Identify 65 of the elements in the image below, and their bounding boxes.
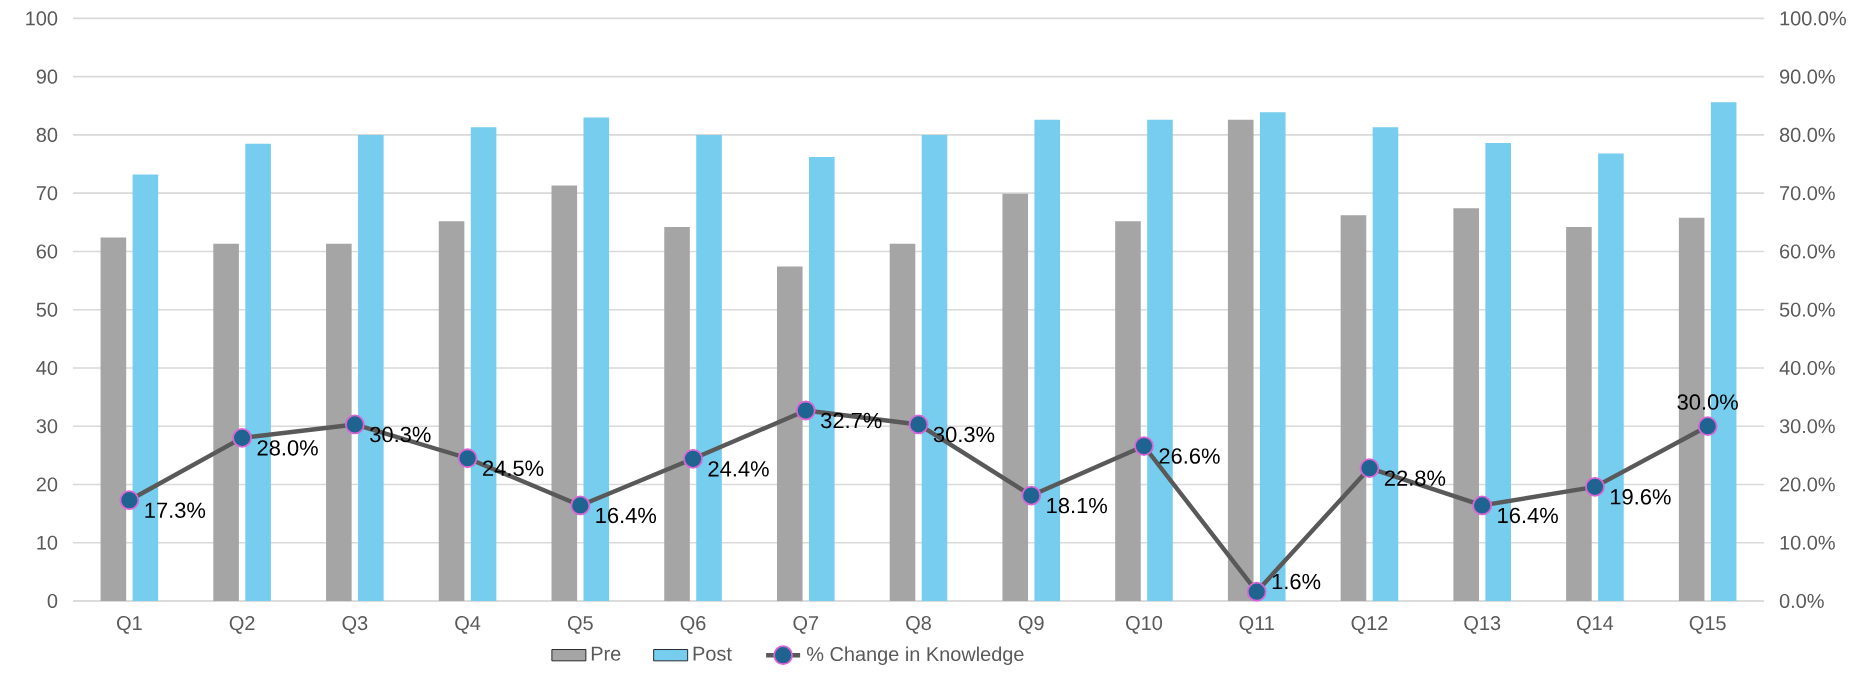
x-tick-label: Q5 xyxy=(567,616,593,634)
data-label: 28.0% xyxy=(257,440,318,456)
x-tick-label: Q6 xyxy=(680,616,706,634)
y-tick-label: 90 xyxy=(36,69,58,84)
x-tick-label: Q2 xyxy=(229,616,255,634)
y2-tick-label: 60.0% xyxy=(1780,244,1835,259)
bar xyxy=(1115,221,1141,601)
y2-tick-label: 10.0% xyxy=(1780,535,1835,550)
x-tick-label: Q14 xyxy=(1577,616,1614,634)
bar xyxy=(213,243,239,601)
y2-tick-label: 0.0% xyxy=(1779,593,1824,609)
y-tick-label: 10 xyxy=(37,535,58,550)
bar xyxy=(326,243,352,601)
bar xyxy=(1340,215,1367,601)
x-tick-label: Q3 xyxy=(342,616,368,634)
data-label: 16.4% xyxy=(1498,507,1558,524)
bar xyxy=(1002,193,1029,601)
bar xyxy=(438,221,465,601)
y-tick-label: 70 xyxy=(36,186,58,201)
x-tick-label: Q7 xyxy=(793,616,819,634)
x-tick-label: Q1 xyxy=(117,616,142,634)
y-tick-label: 50 xyxy=(36,302,58,317)
y2-tick-label: 100.0% xyxy=(1780,11,1846,26)
x-tick-label: Q12 xyxy=(1351,616,1388,634)
bar xyxy=(551,185,578,601)
y-tick-label: 100 xyxy=(26,11,58,26)
y2-tick-label: 70.0% xyxy=(1780,186,1835,201)
x-tick-label: Q4 xyxy=(455,616,481,634)
legend-label: Post xyxy=(693,646,732,661)
data-label: 32.7% xyxy=(821,412,882,429)
bar xyxy=(1227,119,1254,601)
bar xyxy=(1453,208,1479,601)
y2-tick-label: 80.0% xyxy=(1779,127,1835,142)
bar xyxy=(100,237,127,601)
y-tick-label: 40 xyxy=(36,360,58,375)
y-tick-label: 60 xyxy=(36,244,58,259)
y2-tick-label: 30.0% xyxy=(1779,419,1835,434)
x-tick-label: Q10 xyxy=(1126,616,1163,634)
bar xyxy=(889,243,916,601)
bar xyxy=(664,226,690,601)
data-label: 1.6% xyxy=(1272,573,1321,590)
x-tick-label: Q8 xyxy=(906,616,931,634)
data-label: 17.3% xyxy=(145,502,206,518)
bar xyxy=(776,266,803,601)
data-label: 24.4% xyxy=(708,461,769,477)
y-tick-label: 80 xyxy=(36,127,58,142)
legend-label: Pre xyxy=(591,646,621,661)
x-tick-label: Q15 xyxy=(1689,616,1726,634)
y-tick-label: 30 xyxy=(36,419,58,434)
data-label: 19.6% xyxy=(1610,489,1671,505)
y2-tick-label: 50.0% xyxy=(1779,302,1835,317)
data-label: 26.6% xyxy=(1159,448,1220,464)
x-tick-label: Q9 xyxy=(1018,616,1044,634)
legend-label: % Change in Knowledge xyxy=(807,646,1024,666)
y-tick-label: 20 xyxy=(36,477,58,492)
y2-tick-label: 40.0% xyxy=(1779,360,1835,375)
y2-tick-label: 90.0% xyxy=(1780,69,1835,84)
y2-tick-label: 20.0% xyxy=(1780,477,1835,492)
x-tick-label: Q13 xyxy=(1464,616,1501,634)
data-label: 16.4% xyxy=(596,507,657,524)
x-tick-label: Q11 xyxy=(1239,616,1274,634)
bar xyxy=(1566,226,1592,601)
data-label: 18.1% xyxy=(1047,497,1107,514)
data-label: 30.0% xyxy=(1677,394,1738,410)
y-tick-label: 0 xyxy=(47,593,58,609)
